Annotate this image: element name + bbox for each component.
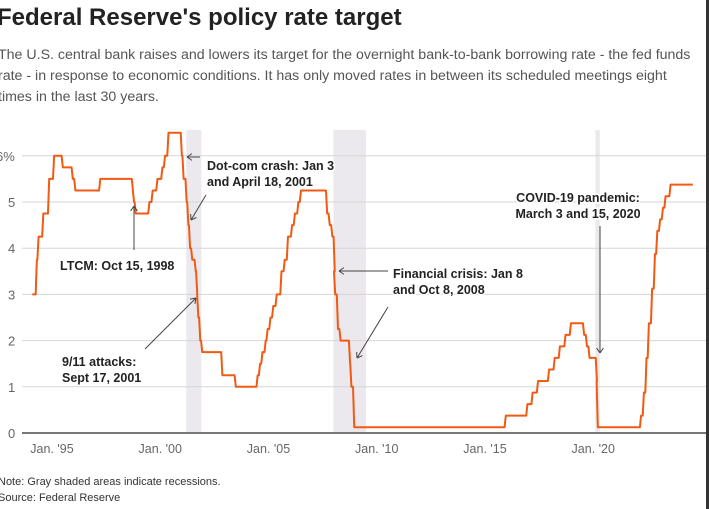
annotation-arrow xyxy=(356,306,389,359)
recession-band xyxy=(333,130,366,433)
x-tick-label: Jan. '00 xyxy=(139,442,182,456)
y-tick-label: 5 xyxy=(8,195,15,210)
annotation-arrow xyxy=(190,194,207,221)
annotation-arrow-head xyxy=(338,270,345,275)
x-tick-label: Jan. '15 xyxy=(463,442,506,456)
y-tick-label: 3 xyxy=(8,287,15,302)
y-tick-label: 2 xyxy=(8,334,15,349)
chart-title: Federal Reserve's policy rate target xyxy=(0,4,402,31)
chart-source: Source: Federal Reserve xyxy=(0,492,121,504)
recession-band xyxy=(186,130,202,433)
y-tick-label: 4 xyxy=(8,241,15,256)
annotation-arrow-head xyxy=(599,347,604,354)
annotation-arrow-head xyxy=(130,205,135,212)
annotation-arrow-head xyxy=(190,217,197,221)
x-tick-label: Jan. '05 xyxy=(247,442,290,456)
x-tick-label: Jan. '10 xyxy=(355,442,398,456)
y-tick-label: 1 xyxy=(8,380,15,395)
annotation-arrow-head xyxy=(190,297,197,300)
annotation-911: 9/11 attacks: Sept 17, 2001 xyxy=(61,354,143,387)
rate-line xyxy=(32,131,693,429)
y-tick-label: 6% xyxy=(0,149,15,164)
annotation-dotcom: Dot-com crash: Jan 3 and April 18, 2001 xyxy=(206,158,336,191)
annotation-financial-crisis: Financial crisis: Jan 8 and Oct 8, 2008 xyxy=(392,266,525,299)
chart-note: Note: Gray shaded areas indicate recessi… xyxy=(0,476,221,488)
annotation-text: LTCM: Oct 15, 1998 xyxy=(60,259,174,273)
annotation-arrow-head xyxy=(338,267,345,272)
annotation-arrow-head xyxy=(194,297,197,304)
annotation-text: 9/11 attacks: xyxy=(62,355,136,369)
annotation-arrow-head xyxy=(596,347,601,354)
annotation-text: COVID-19 pandemic: xyxy=(516,191,640,205)
x-tick-label: Jan. '20 xyxy=(572,442,615,456)
chart-subtitle: The U.S. central bank raises and lowers … xyxy=(0,47,691,105)
x-tick-label: Jan. '95 xyxy=(30,442,73,456)
y-tick-label: 0 xyxy=(8,426,15,441)
annotation-arrow-head xyxy=(186,156,193,161)
annotation-covid: COVID-19 pandemic: March 3 and 15, 2020 xyxy=(514,190,642,223)
annotation-text: Financial crisis: Jan 8 xyxy=(393,267,523,281)
annotation-ltcm: LTCM: Oct 15, 1998 xyxy=(59,258,176,275)
annotation-text: Dot-com crash: Jan 3 xyxy=(207,159,334,173)
annotation-arrow xyxy=(144,297,197,350)
annotation-text: and April 18, 2001 xyxy=(207,175,313,189)
chart: 0 1 2 3 4 5 6% Jan. '95 Jan. '00 Jan. '05 Jan. '10… xyxy=(0,130,706,456)
annotation-arrow-head xyxy=(186,153,193,158)
recession-band xyxy=(595,130,600,433)
annotation-text: Sept 17, 2001 xyxy=(62,371,141,385)
annotation-arrow-head xyxy=(356,355,363,359)
annotation-text: March 3 and 15, 2020 xyxy=(515,207,640,221)
annotation-text: and Oct 8, 2008 xyxy=(393,283,485,297)
annotation-arrow-head xyxy=(133,205,138,212)
window-edge xyxy=(706,0,709,509)
